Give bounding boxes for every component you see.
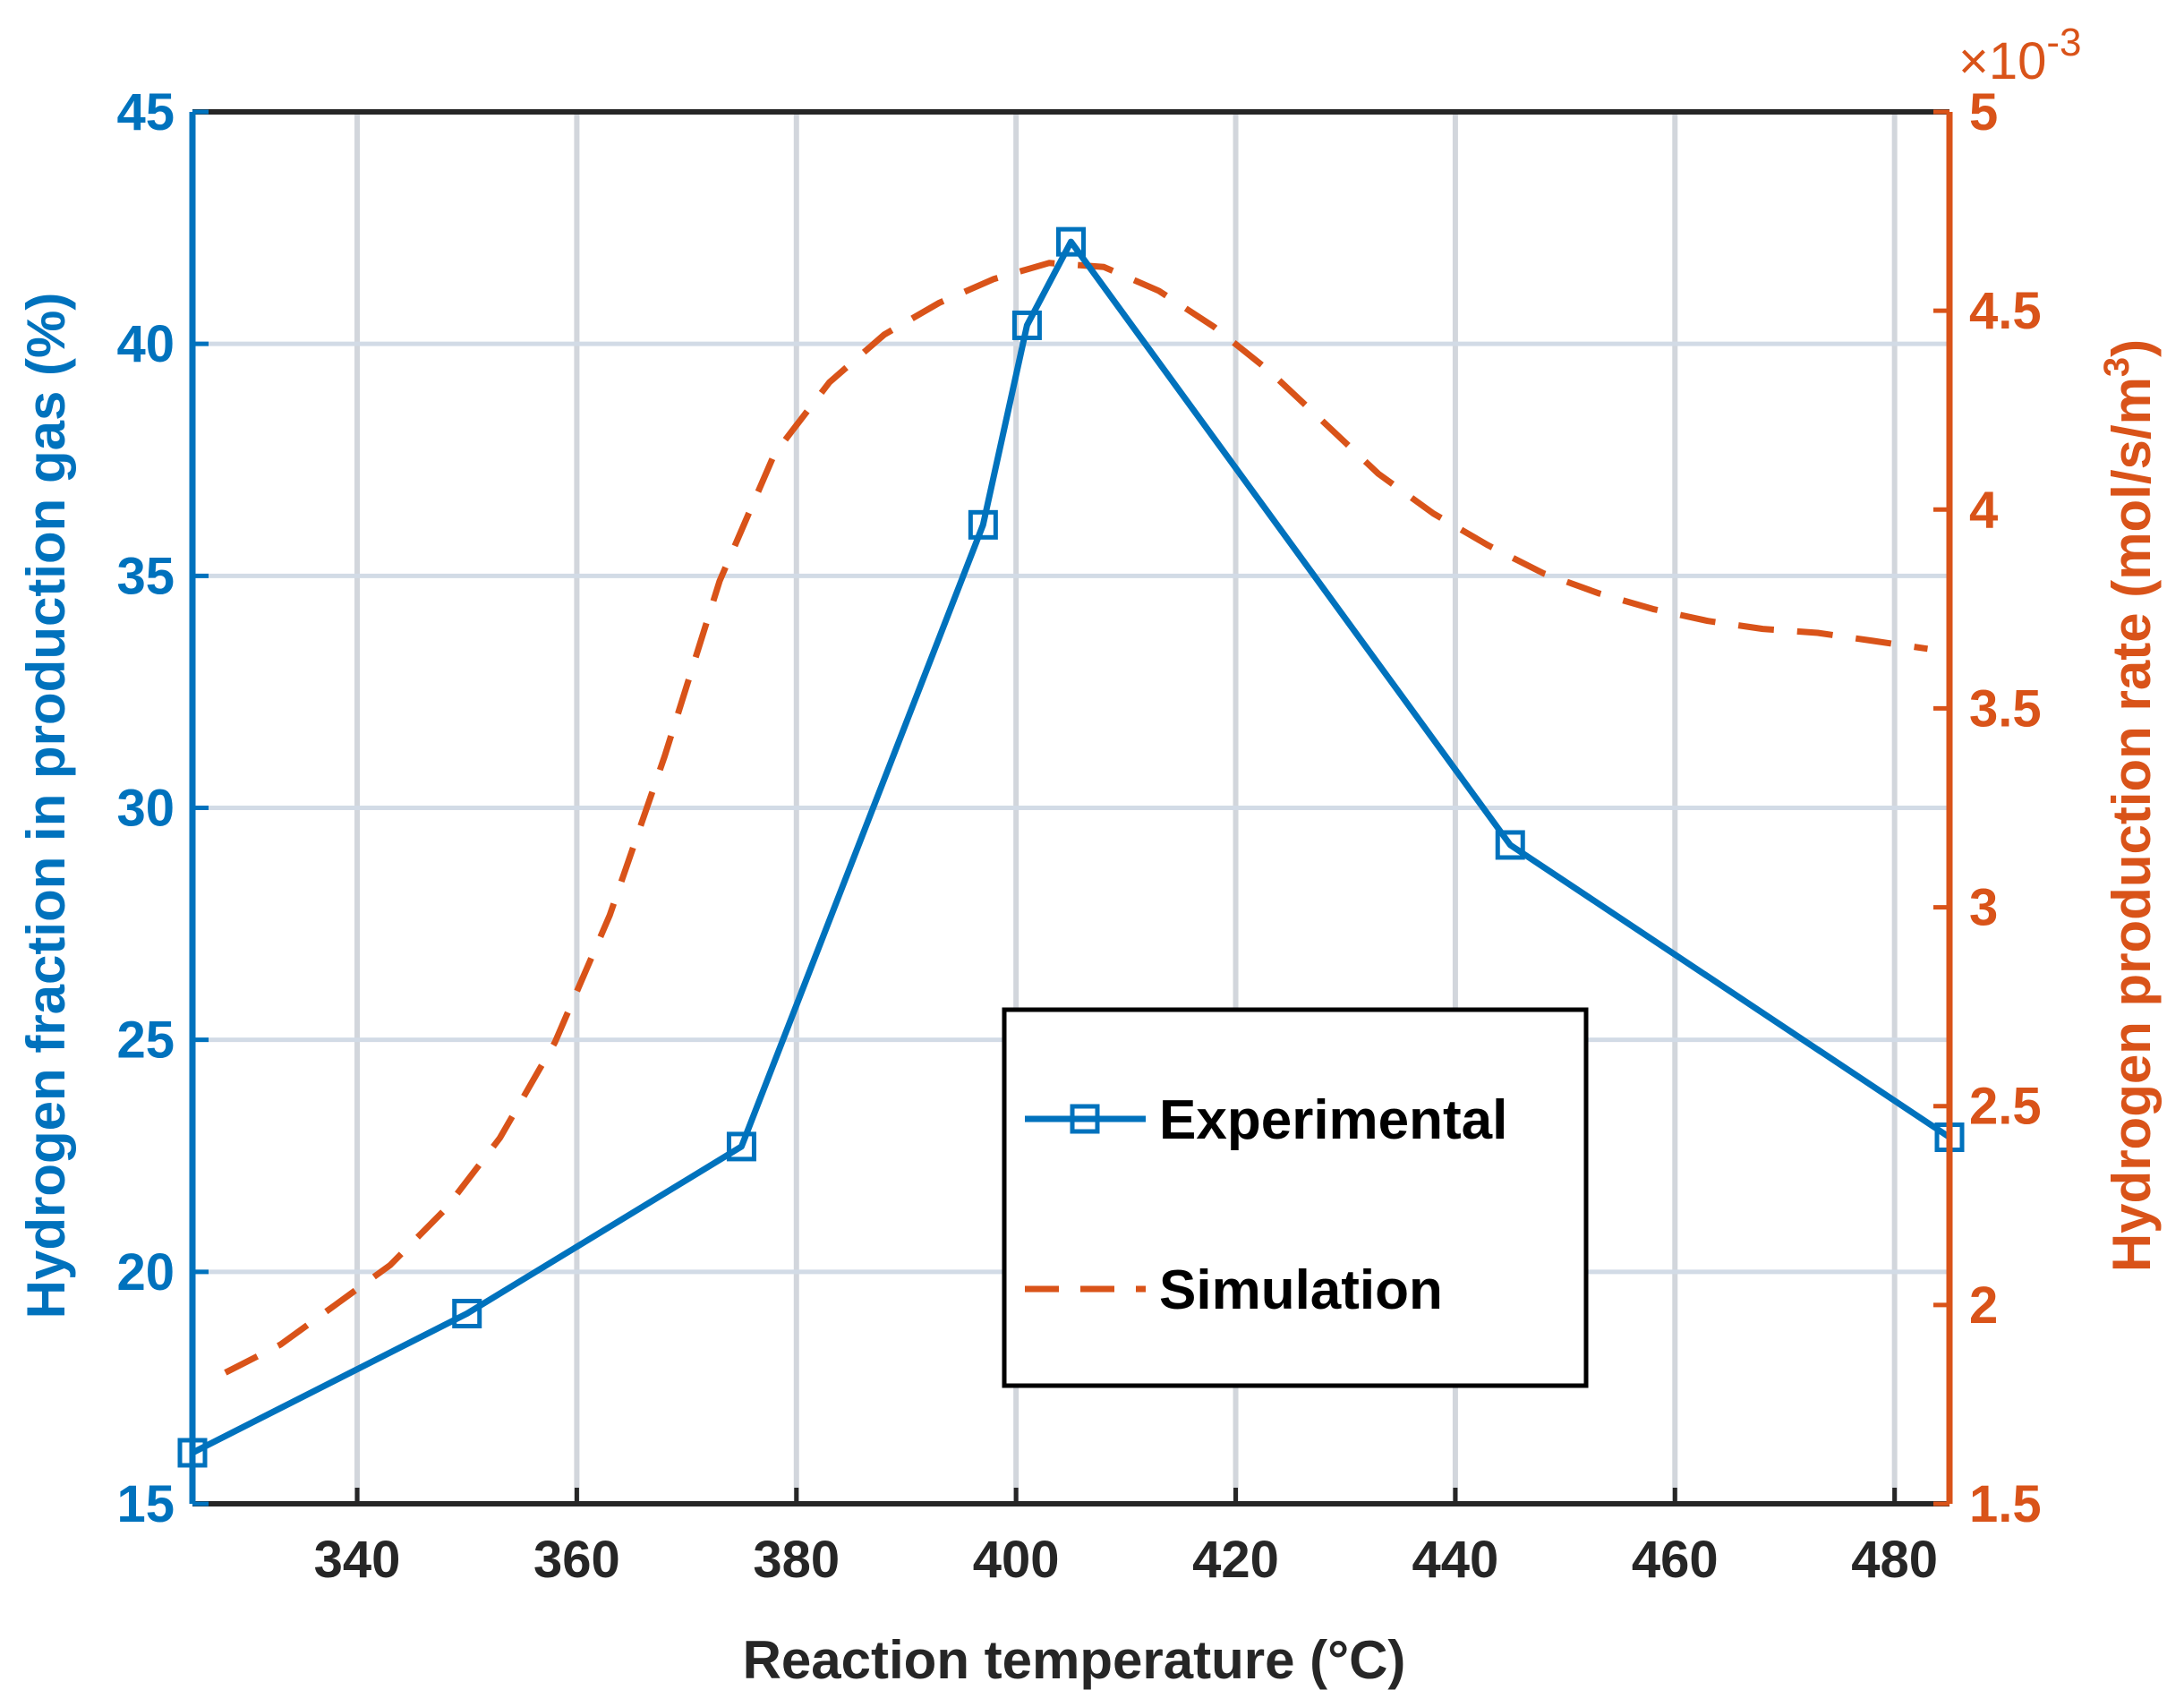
legend-simulation-label: Simulation — [1159, 1259, 1443, 1321]
y-right-exponent-base: ×10 — [1958, 32, 2046, 90]
y-right-label-close: ) — [2102, 339, 2162, 357]
y-right-exponent-power: -3 — [2046, 21, 2081, 64]
x-axis-label: Reaction temperature (°C) — [743, 1630, 1406, 1690]
y-right-tick-label: 2 — [1969, 1276, 1998, 1335]
x-tick-label: 480 — [1851, 1531, 1938, 1589]
legend-box — [1002, 1007, 1589, 1388]
y-right-tick-label: 3 — [1969, 879, 1998, 937]
experimental-line — [191, 238, 1951, 1456]
y-left-tick-label: 25 — [116, 1011, 175, 1070]
experimental-point — [968, 509, 998, 540]
axes-layer: 340 360 380 400 420 440 460 480152025303540451.… — [116, 83, 2041, 1589]
y-left-axis-label: Hydrogen fraction in production gas (%) — [16, 293, 76, 1319]
y-right-tick-label: 1.5 — [1969, 1475, 2042, 1533]
y-left-tick-label: 35 — [116, 547, 175, 605]
experimental-point — [1056, 226, 1086, 257]
y-left-tick-label: 15 — [116, 1475, 175, 1533]
x-tick-label: 380 — [753, 1531, 840, 1589]
y-right-tick-label: 2.5 — [1969, 1078, 2042, 1136]
simulation-line — [224, 260, 1929, 1376]
y-right-label-sup: 3 — [2097, 357, 2137, 377]
experimental-point — [1495, 830, 1525, 860]
legend-experimental-label: Experimental — [1159, 1089, 1507, 1151]
y-right-axis-label: Hydrogen production rate (mol/s/m3) — [2097, 339, 2162, 1272]
y-left-tick-label: 45 — [116, 83, 175, 141]
x-tick-label: 460 — [1632, 1531, 1719, 1589]
legend: Experimental Simulation — [1002, 1007, 1589, 1388]
y-right-tick-label: 4 — [1969, 481, 1998, 539]
y-right-exponent: ×10-3 — [1958, 21, 2082, 90]
y-right-label-main: Hydrogen production rate (mol/s/m — [2102, 377, 2162, 1272]
y-right-tick-label: 4.5 — [1969, 282, 2042, 340]
x-tick-label: 400 — [973, 1531, 1060, 1589]
y-left-tick-label: 40 — [116, 315, 175, 373]
x-tick-label: 420 — [1192, 1531, 1279, 1589]
y-left-tick-label: 30 — [116, 780, 175, 838]
x-tick-label: 440 — [1412, 1531, 1499, 1589]
grid-lines — [192, 109, 1949, 1506]
y-right-tick-label: 5 — [1969, 83, 1998, 141]
experimental-point — [726, 1131, 756, 1162]
legend-experimental-marker — [1070, 1104, 1100, 1134]
experimental-point — [1011, 310, 1042, 340]
y-left-tick-label: 20 — [116, 1243, 175, 1302]
x-tick-label: 340 — [314, 1531, 401, 1589]
y-right-tick-label: 3.5 — [1969, 679, 2042, 738]
experimental-point — [452, 1298, 482, 1328]
x-tick-label: 360 — [533, 1531, 620, 1589]
